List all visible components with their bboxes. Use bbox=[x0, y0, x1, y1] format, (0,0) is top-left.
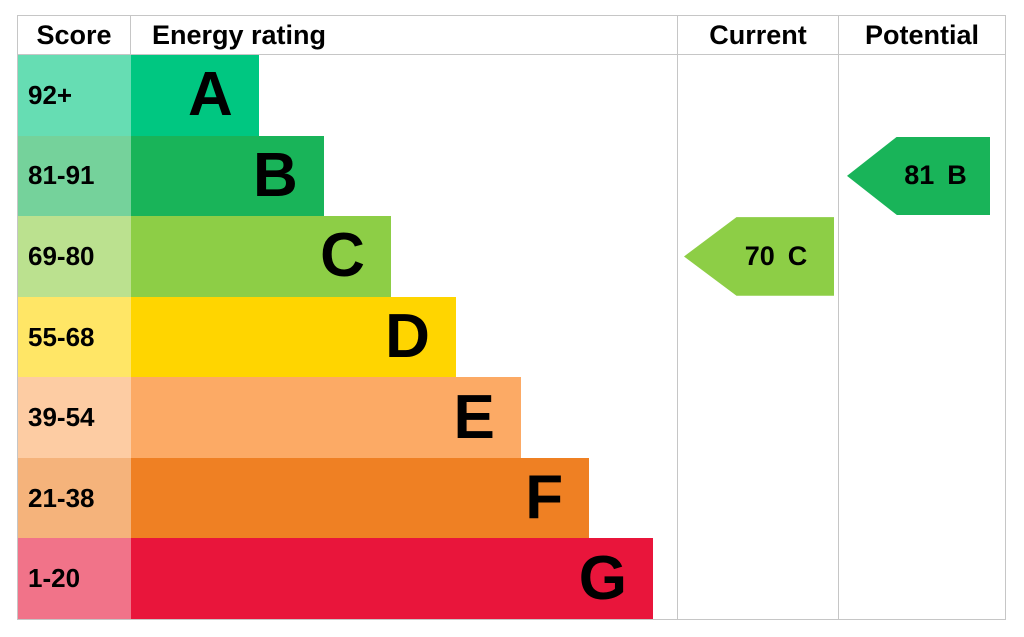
score-header: Score bbox=[18, 16, 131, 54]
potential-band-letter: B bbox=[947, 160, 967, 191]
epc-rating-table: Score Energy rating Current Potential 92… bbox=[17, 15, 1006, 620]
header-row: Score Energy rating Current Potential bbox=[18, 16, 1005, 55]
current-cell-d bbox=[677, 296, 838, 378]
current-cell-f bbox=[677, 457, 838, 539]
band-letter-g: G bbox=[578, 543, 627, 613]
band-bar-c: C bbox=[131, 216, 391, 297]
rating-cell-f: F bbox=[131, 457, 677, 539]
score-range-c: 69-80 bbox=[18, 216, 131, 297]
band-bar-g: G bbox=[131, 538, 653, 620]
band-row-c: 69-80 C 70 C bbox=[18, 216, 1005, 297]
band-row-b: 81-91 B 81 B bbox=[18, 135, 1005, 217]
potential-cell-f bbox=[838, 457, 1005, 539]
potential-cell-c bbox=[838, 216, 1005, 297]
band-row-g: 1-20 G bbox=[18, 538, 1005, 620]
band-row-a: 92+ A bbox=[18, 55, 1005, 136]
rating-cell-g: G bbox=[131, 538, 677, 620]
score-range-f: 21-38 bbox=[18, 457, 131, 539]
current-header: Current bbox=[677, 16, 838, 54]
band-letter-d: D bbox=[385, 302, 430, 372]
band-letter-c: C bbox=[320, 221, 365, 291]
rating-cell-b: B bbox=[131, 135, 677, 217]
potential-rating-arrow: 81 B bbox=[847, 136, 990, 216]
potential-header: Potential bbox=[838, 16, 1005, 54]
current-cell-b bbox=[677, 135, 838, 217]
potential-cell-b: 81 B bbox=[838, 135, 1005, 217]
band-bar-a: A bbox=[131, 55, 259, 136]
band-bar-f: F bbox=[131, 457, 590, 539]
current-cell-g bbox=[677, 538, 838, 620]
band-letter-b: B bbox=[252, 140, 298, 210]
score-range-e: 39-54 bbox=[18, 377, 131, 458]
band-letter-e: E bbox=[453, 382, 495, 452]
band-bar-e: E bbox=[131, 377, 521, 458]
score-range-d: 55-68 bbox=[18, 296, 131, 378]
current-band-letter: C bbox=[787, 240, 808, 271]
band-bar-d: D bbox=[131, 296, 456, 378]
band-row-f: 21-38 F bbox=[18, 457, 1005, 539]
potential-cell-g bbox=[838, 538, 1005, 620]
score-range-b: 81-91 bbox=[18, 135, 131, 217]
band-row-d: 55-68 D bbox=[18, 296, 1005, 378]
current-rating-arrow: 70 C bbox=[684, 217, 834, 296]
score-range-g: 1-20 bbox=[18, 538, 131, 620]
current-cell-c: 70 C bbox=[677, 216, 838, 297]
potential-score-value: 81 bbox=[904, 160, 935, 191]
current-score-value: 70 bbox=[744, 240, 775, 271]
band-letter-a: A bbox=[187, 60, 233, 130]
potential-cell-a bbox=[838, 55, 1005, 136]
potential-cell-d bbox=[838, 296, 1005, 378]
energy-rating-header: Energy rating bbox=[152, 19, 327, 50]
rating-cell-d: D bbox=[131, 296, 677, 378]
band-row-e: 39-54 E bbox=[18, 377, 1005, 458]
rating-cell-c: C bbox=[131, 216, 677, 297]
rating-cell-e: E bbox=[131, 377, 677, 458]
score-range-a: 92+ bbox=[18, 55, 131, 136]
potential-cell-e bbox=[838, 377, 1005, 458]
current-cell-e bbox=[677, 377, 838, 458]
band-bar-b: B bbox=[131, 135, 324, 217]
rating-cell-a: A bbox=[131, 55, 677, 136]
current-cell-a bbox=[677, 55, 838, 136]
band-letter-f: F bbox=[525, 463, 564, 533]
